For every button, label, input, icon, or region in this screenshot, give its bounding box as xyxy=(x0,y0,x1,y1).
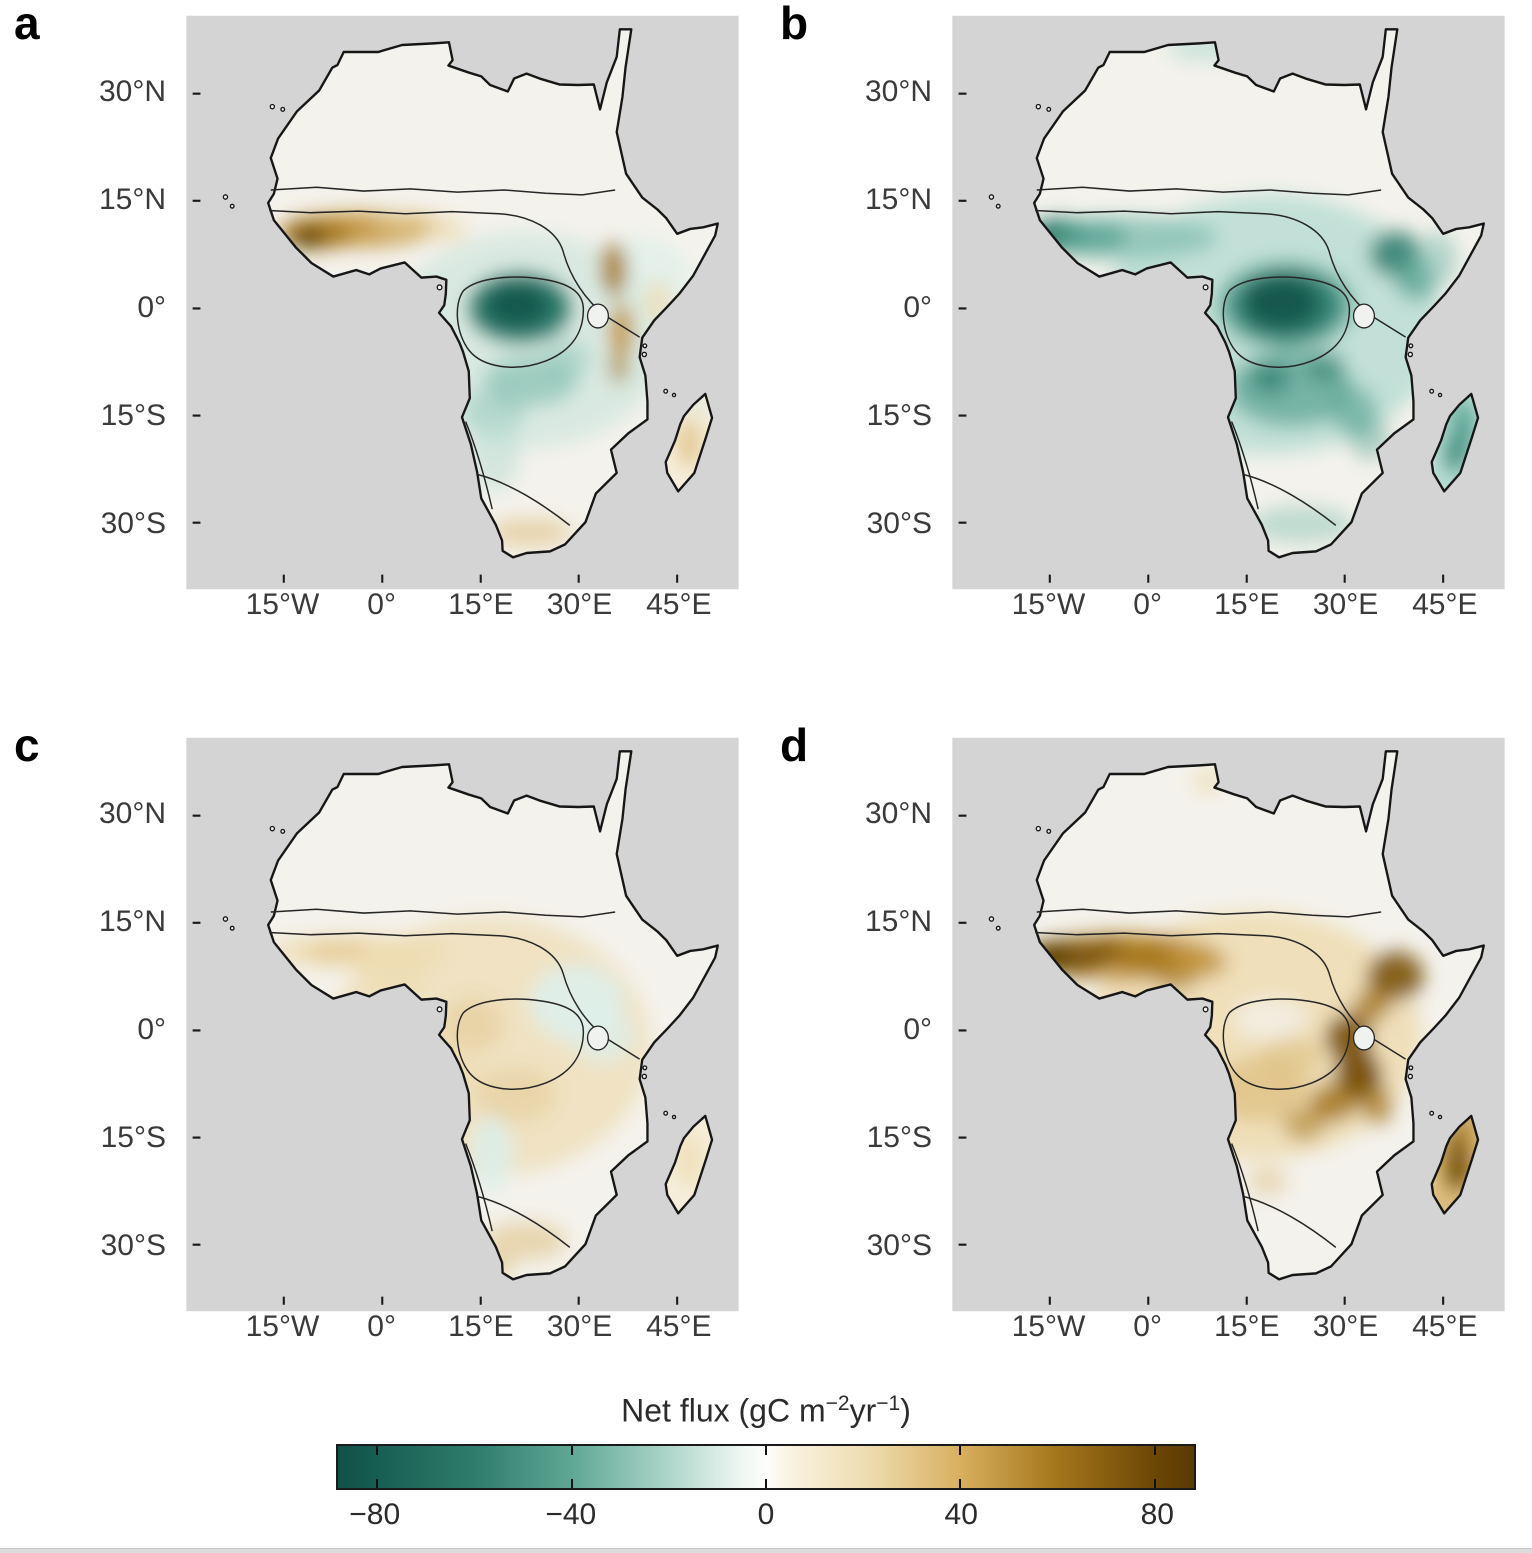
bottom-divider xyxy=(0,1547,1532,1553)
colorbar-tickmark xyxy=(765,1478,767,1488)
y-tick-label: 15°S xyxy=(866,399,932,433)
colorbar-section: Net flux (gC m−2yr−1) −80 −40 0 40 80 xyxy=(0,1392,1532,1534)
x-tick-label: 0° xyxy=(1133,1310,1162,1343)
colorbar-tickmark xyxy=(959,1478,962,1488)
colorbar-tickmark xyxy=(959,1445,962,1455)
y-tick-label: 30°N xyxy=(98,75,166,109)
colorbar-tickmark xyxy=(1154,1445,1157,1455)
x-tick-label: 0° xyxy=(367,1310,396,1343)
y-tick-label: 30°N xyxy=(864,797,932,831)
colorbar-tickmark xyxy=(375,1478,378,1488)
x-tick-label: 45°E xyxy=(1412,1310,1478,1343)
panel-c-plot xyxy=(186,737,739,1312)
y-tick-label: 15°S xyxy=(866,1121,932,1155)
panel-b-plot xyxy=(952,15,1505,590)
y-tick-label: 15°N xyxy=(98,905,166,939)
panel-d-y-axis: 30°N 15°N 0° 15°S 30°S xyxy=(766,752,954,1297)
colorbar-title-pre: Net flux (gC m xyxy=(621,1392,826,1429)
y-tick-label: 30°S xyxy=(100,507,166,541)
panel-d-letter: d xyxy=(780,719,809,771)
panel-c-letter: c xyxy=(14,719,40,771)
panel-b: b 30°N 15°N 0° 15°S 30°S xyxy=(766,0,1532,660)
colorbar-tick-label: −40 xyxy=(545,1497,597,1531)
colorbar-tick-label: 80 xyxy=(1140,1497,1174,1531)
colorbar-title: Net flux (gC m−2yr−1) xyxy=(0,1392,1532,1430)
y-tick-label: 15°N xyxy=(864,905,932,939)
figure-panel-grid: a 30°N 15°N 0° 15°S 30°S xyxy=(0,0,1532,1382)
panel-b-y-axis: 30°N 15°N 0° 15°S 30°S xyxy=(766,30,954,575)
y-tick-label: 0° xyxy=(903,291,932,325)
y-tick-label: 30°S xyxy=(866,507,932,541)
colorbar-tick-label: −80 xyxy=(349,1497,401,1531)
y-tick-label: 30°N xyxy=(98,797,166,831)
panel-a-x-axis: 15°W 0° 15°E 30°E 45°E xyxy=(200,588,725,628)
colorbar-tickmark xyxy=(1154,1478,1157,1488)
panel-a-letter: a xyxy=(14,0,40,49)
panel-d: d 30°N 15°N 0° 15°S 30°S xyxy=(766,719,1532,1382)
y-tick-label: 30°S xyxy=(100,1229,166,1263)
x-tick-label: 15°E xyxy=(448,1310,514,1343)
colorbar-title-sup-1: −1 xyxy=(876,1392,901,1415)
y-tick-label: 15°S xyxy=(100,1121,166,1155)
y-tick-label: 15°N xyxy=(864,183,932,217)
x-tick-label: 30°E xyxy=(546,588,613,621)
x-tick-label: 0° xyxy=(367,588,396,621)
colorbar-tick-label: 0 xyxy=(757,1497,775,1531)
colorbar-gradient xyxy=(336,1443,1196,1490)
x-tick-label: 15°W xyxy=(245,1310,320,1343)
y-tick-label: 15°S xyxy=(100,399,166,433)
panel-c-x-axis: 15°W 0° 15°E 30°E 45°E xyxy=(200,1310,725,1350)
africa-flux-map-b xyxy=(952,15,1505,590)
x-tick-label: 45°E xyxy=(1412,588,1478,621)
colorbar-tickmark xyxy=(570,1478,573,1488)
x-tick-label: 15°E xyxy=(448,588,514,621)
x-tick-label: 15°W xyxy=(1011,588,1086,621)
colorbar-title-mid: yr xyxy=(849,1392,877,1429)
y-tick-label: 15°N xyxy=(98,183,166,217)
panel-d-x-axis: 15°W 0° 15°E 30°E 45°E xyxy=(966,1310,1491,1350)
x-tick-label: 15°E xyxy=(1214,588,1280,621)
y-tick-label: 0° xyxy=(137,291,166,325)
y-tick-label: 0° xyxy=(903,1013,932,1047)
panel-a: a 30°N 15°N 0° 15°S 30°S xyxy=(0,0,766,660)
x-tick-label: 15°W xyxy=(1011,1310,1086,1343)
panel-d-plot xyxy=(952,737,1505,1312)
panel-a-y-axis: 30°N 15°N 0° 15°S 30°S xyxy=(0,30,188,575)
y-tick-label: 0° xyxy=(137,1013,166,1047)
y-tick-label: 30°N xyxy=(864,75,932,109)
x-tick-label: 30°E xyxy=(546,1310,613,1343)
africa-flux-map-c xyxy=(186,737,739,1312)
x-tick-label: 45°E xyxy=(646,1310,712,1343)
africa-flux-map-d xyxy=(952,737,1505,1312)
panel-c-y-axis: 30°N 15°N 0° 15°S 30°S xyxy=(0,752,188,1297)
y-tick-label: 30°S xyxy=(866,1229,932,1263)
panel-c: c 30°N 15°N 0° 15°S 30°S xyxy=(0,719,766,1382)
x-tick-label: 15°W xyxy=(245,588,320,621)
panel-b-letter: b xyxy=(780,0,809,49)
colorbar-tickmark xyxy=(765,1445,767,1455)
colorbar-tick-label: 40 xyxy=(944,1497,978,1531)
colorbar-tickmark xyxy=(570,1445,573,1455)
colorbar-tickmark xyxy=(375,1445,378,1455)
x-tick-label: 45°E xyxy=(646,588,712,621)
x-tick-label: 30°E xyxy=(1312,588,1379,621)
colorbar-title-sup-2: −2 xyxy=(825,1392,850,1415)
x-tick-label: 30°E xyxy=(1312,1310,1379,1343)
x-tick-label: 0° xyxy=(1133,588,1162,621)
x-tick-label: 15°E xyxy=(1214,1310,1280,1343)
colorbar-tick-labels: −80 −40 0 40 80 xyxy=(336,1498,1196,1534)
panel-b-x-axis: 15°W 0° 15°E 30°E 45°E xyxy=(966,588,1491,628)
panel-a-plot xyxy=(186,15,739,590)
africa-flux-map-a xyxy=(186,15,739,590)
colorbar-title-post: ) xyxy=(900,1392,911,1429)
